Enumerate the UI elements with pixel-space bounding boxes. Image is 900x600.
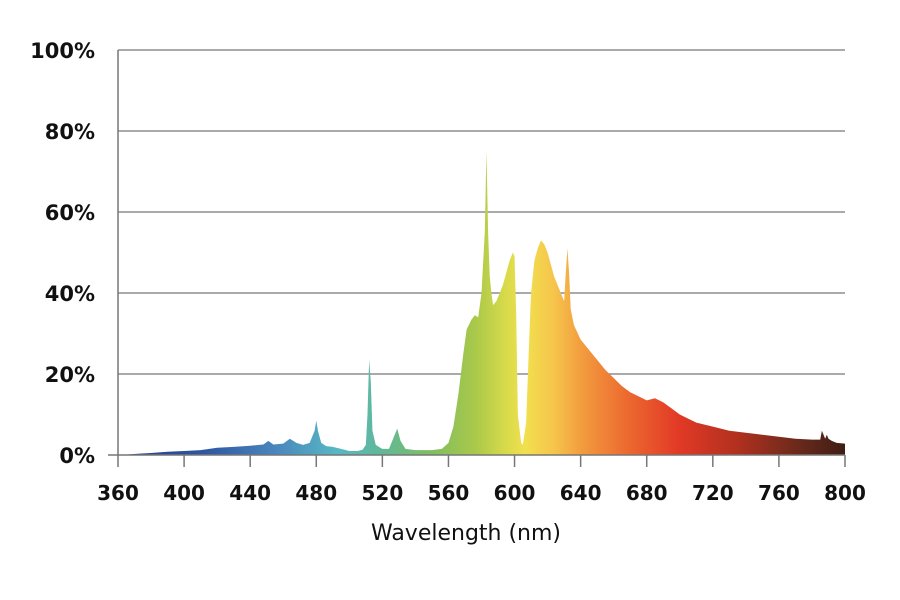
x-tick-label: 440 <box>229 481 271 505</box>
x-tick-label: 600 <box>494 481 536 505</box>
x-tick-label: 640 <box>560 481 602 505</box>
y-tick-label: 20% <box>45 363 95 387</box>
x-tick-label: 720 <box>692 481 734 505</box>
x-tick-label: 680 <box>626 481 668 505</box>
y-tick-label: 80% <box>45 120 95 144</box>
x-tick-label: 480 <box>295 481 337 505</box>
x-tick-label: 520 <box>361 481 403 505</box>
x-tick-label: 360 <box>97 481 139 505</box>
spectrum-area <box>118 151 845 455</box>
y-tick-labels: 0% 20% 40% 60% 80% 100% <box>30 39 95 468</box>
y-tick-label: 0% <box>59 444 95 468</box>
grid-lines <box>118 49 845 375</box>
x-tick-label: 560 <box>428 481 470 505</box>
x-tick-label: 800 <box>824 481 866 505</box>
x-tick-label: 760 <box>758 481 800 505</box>
x-axis-label: Wavelength (nm) <box>371 521 561 546</box>
spectrum-series <box>118 151 845 455</box>
x-tick-label: 400 <box>163 481 205 505</box>
y-tick-label: 40% <box>45 282 95 306</box>
y-tick-label: 100% <box>30 39 95 63</box>
axes <box>108 50 845 456</box>
x-tick-labels: 360 400 440 480 520 560 600 640 680 720 760 800 <box>97 455 866 505</box>
y-tick-label: 60% <box>45 201 95 225</box>
